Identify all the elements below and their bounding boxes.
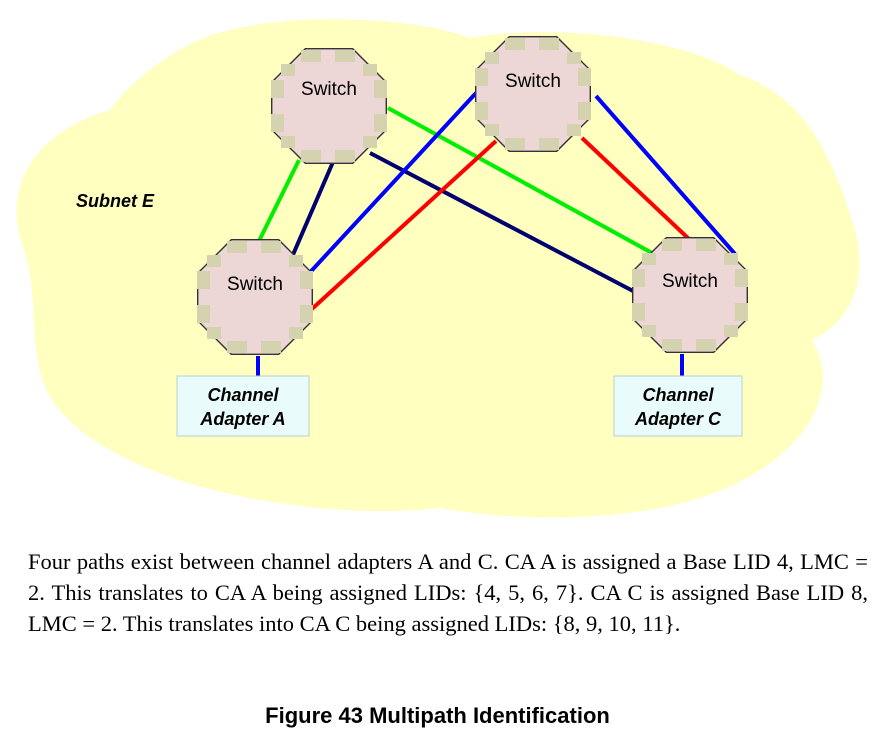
channel-adapter-c-line2: Adapter C — [634, 409, 722, 429]
switch-port — [696, 239, 716, 251]
switch-port — [289, 327, 303, 339]
link-sw-top-left-to-sw-bottom-left — [290, 161, 335, 258]
switch-port — [374, 80, 387, 98]
switch-port — [642, 253, 656, 265]
switch-port — [642, 325, 656, 337]
switch-port — [261, 241, 281, 253]
link-sw-top-right-to-sw-bottom-right — [580, 136, 692, 242]
channel-adapter-a-line2: Adapter A — [199, 409, 285, 429]
switch-port — [632, 303, 645, 321]
switch-port — [197, 305, 210, 323]
switch-port — [281, 64, 295, 76]
figure-caption: Four paths exist between channel adapter… — [28, 549, 868, 636]
switch-port — [261, 341, 281, 353]
link-sw-top-left-to-sw-bottom-right — [369, 151, 634, 293]
switch-port — [289, 255, 303, 267]
switch-port — [301, 50, 321, 62]
switch-port — [374, 114, 387, 132]
switch-port — [300, 271, 313, 289]
switch-top-right-label: Switch — [505, 71, 561, 92]
link-sw-top-left-to-sw-bottom-right — [387, 106, 653, 255]
subnet-label: Subnet E — [76, 191, 155, 211]
switch-port — [475, 68, 488, 86]
switch-port — [363, 136, 377, 148]
figure-title: Figure 43 Multipath Identification — [265, 703, 610, 728]
switch-port — [505, 38, 525, 50]
switch-port — [300, 305, 313, 323]
switch-top-left-label: Switch — [301, 79, 357, 100]
switch-port — [485, 124, 499, 136]
switch-port — [475, 102, 488, 120]
switch-port — [632, 269, 645, 287]
switch-bottom-right: Switch — [632, 236, 748, 353]
switch-port — [539, 138, 559, 150]
switch-port — [662, 339, 682, 351]
channel-adapter-a-line1: Channel — [207, 385, 279, 405]
diagram: Subnet E Channel Adapter A Channel Adapt… — [16, 19, 860, 518]
switch-port — [227, 341, 247, 353]
link-sw-top-right-to-sw-bottom-left — [288, 139, 498, 331]
switch-bottom-right-label: Switch — [662, 271, 718, 292]
link-sw-top-left-to-sw-bottom-left — [256, 159, 301, 244]
links-layer — [256, 91, 737, 376]
switch-port — [197, 271, 210, 289]
switch-port — [335, 50, 355, 62]
switch-port — [281, 136, 295, 148]
switch-port — [363, 64, 377, 76]
switch-port — [662, 239, 682, 251]
switch-port — [207, 255, 221, 267]
switch-port — [271, 80, 284, 98]
channel-adapter-c-line1: Channel — [642, 385, 714, 405]
switch-port — [485, 52, 499, 64]
switch-bottom-left-label: Switch — [227, 274, 283, 295]
link-sw-top-right-to-sw-bottom-left — [300, 91, 478, 283]
channel-adapter-c: Channel Adapter C — [613, 375, 743, 437]
switch-port — [724, 253, 738, 265]
switch-top-left: Switch — [271, 48, 387, 165]
channel-adapter-a-box — [176, 375, 310, 437]
switch-bottom-left: Switch — [196, 238, 313, 355]
switch-port — [539, 38, 559, 50]
switch-port — [578, 68, 591, 86]
switch-port — [227, 241, 247, 253]
switch-port — [696, 339, 716, 351]
switch-port — [735, 303, 748, 321]
switch-top-right: Switch — [475, 36, 591, 153]
switch-port — [567, 52, 581, 64]
switch-port — [207, 327, 221, 339]
switch-port — [271, 114, 284, 132]
switch-port — [724, 325, 738, 337]
switch-port — [505, 138, 525, 150]
link-sw-top-right-to-sw-bottom-right — [594, 94, 737, 256]
switch-port — [335, 150, 355, 162]
switch-port — [567, 124, 581, 136]
switch-port — [735, 269, 748, 287]
switch-port — [578, 102, 591, 120]
switch-port — [301, 150, 321, 162]
channel-adapter-c-box — [613, 375, 743, 437]
channel-adapter-a: Channel Adapter A — [176, 375, 310, 437]
